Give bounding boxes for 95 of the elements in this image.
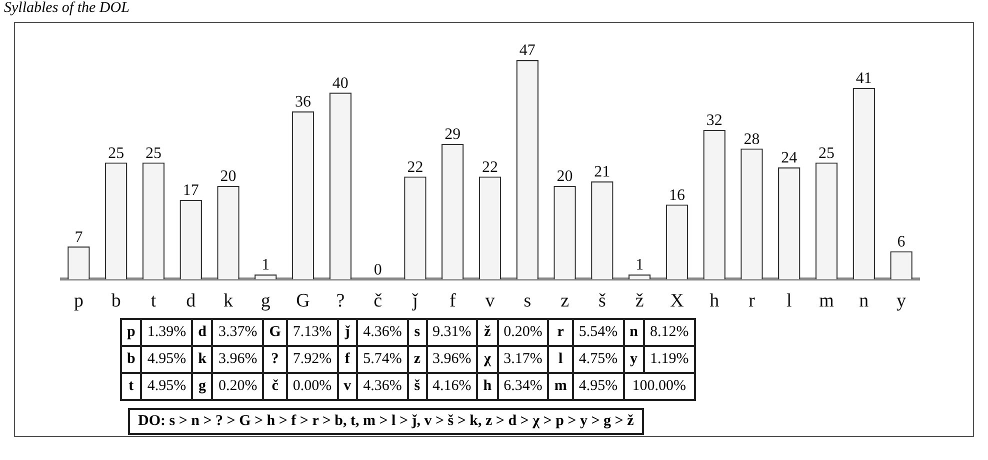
text: 0.00% (286, 373, 338, 400)
text: 8.12% (644, 319, 695, 346)
x-tick-label: z (560, 290, 569, 312)
text: 4.16% (426, 373, 478, 400)
x-tick-label: h (710, 290, 720, 312)
text: ž (477, 319, 498, 346)
x-tick-label: f (449, 290, 456, 312)
x-tick-label: p (74, 290, 84, 312)
text: 4.95% (141, 373, 192, 400)
x-tick-label: G (296, 290, 310, 312)
text: 3.96% (426, 346, 478, 373)
x-tick-label: s (524, 290, 532, 312)
data-label: 1 (262, 256, 270, 274)
data-label: 16 (668, 186, 685, 204)
text: 5.54% (572, 319, 624, 346)
x-tick-label: X (670, 290, 684, 312)
data-label: 25 (818, 144, 835, 162)
data-label: 22 (482, 158, 498, 176)
data-label: 20 (556, 168, 573, 186)
data-label: 41 (856, 70, 872, 88)
text: h (477, 373, 498, 400)
text: 6.34% (498, 373, 548, 400)
text: m (548, 373, 573, 400)
x-tick-label: y (896, 290, 907, 312)
data-label: 32 (706, 112, 722, 130)
text: 4.36% (357, 319, 408, 346)
text: s (408, 319, 427, 346)
text: 4.75% (572, 346, 624, 373)
text: 1.39% (141, 319, 192, 346)
text: 4.95% (141, 346, 192, 373)
text: 1.19% (644, 346, 695, 373)
text: G (263, 319, 287, 346)
text: 4.36% (357, 373, 408, 400)
text: f (338, 346, 358, 373)
x-tick-label: v (485, 290, 496, 312)
text: p (121, 319, 142, 346)
x-tick-label: l (786, 290, 792, 312)
x-tick-label: g (260, 290, 271, 312)
text: š (408, 373, 427, 400)
text: t (121, 373, 142, 400)
text: 3.96% (212, 346, 264, 373)
text: d (192, 319, 212, 346)
data-label: 47 (519, 42, 536, 60)
text: z (408, 346, 427, 373)
data-label: 24 (781, 149, 798, 166)
text: χ (477, 346, 498, 373)
data-label: 29 (444, 126, 461, 144)
text: č (263, 373, 287, 400)
text: 5.74% (357, 346, 408, 373)
text: 100.00% (624, 373, 695, 400)
data-label: 1 (636, 256, 644, 274)
x-tick-label: š (598, 290, 606, 312)
x-tick-label: n (859, 290, 870, 312)
text: 7.92% (286, 346, 338, 373)
x-tick-label: ž (635, 290, 644, 312)
text: 3.17% (498, 346, 548, 373)
x-tick-label: k (224, 290, 234, 312)
data-label: 7 (74, 228, 83, 246)
data-label: 28 (744, 130, 760, 148)
data-label: 21 (594, 163, 610, 180)
text: r (548, 319, 573, 346)
text: b (121, 346, 142, 373)
text: 3.37% (212, 319, 264, 346)
data-label: 22 (407, 158, 424, 176)
data-label: 0 (374, 261, 382, 278)
data-label: 25 (108, 144, 124, 162)
text: g (192, 373, 212, 400)
data-label: 40 (332, 74, 348, 92)
data-label: 20 (220, 168, 236, 186)
text: ǰ (338, 319, 358, 346)
text: v (338, 373, 358, 400)
text: 0.20% (212, 373, 264, 400)
text: l (548, 346, 573, 373)
text: y (624, 346, 644, 373)
data-label: 36 (295, 94, 312, 110)
text: 4.95% (572, 373, 624, 400)
x-tick-label: m (819, 290, 834, 312)
text: n (624, 319, 644, 346)
text: k (192, 346, 212, 373)
x-tick-label: b (111, 290, 121, 312)
x-tick-label: t (150, 290, 157, 312)
data-label: 25 (145, 144, 162, 162)
text: 0.20% (498, 319, 548, 346)
text: ? (263, 346, 287, 373)
data-label: 6 (897, 233, 906, 250)
x-tick-label: č (374, 290, 382, 312)
x-tick-label: ? (336, 290, 345, 312)
x-tick-label: d (186, 290, 196, 312)
text: 9.31% (426, 319, 478, 346)
x-tick-label: r (748, 290, 756, 312)
x-tick-label: ǰ (412, 290, 419, 312)
text: 7.13% (286, 319, 338, 346)
data-label: 17 (182, 182, 199, 200)
text: DO: s > n > ? > G > h > f > r > b, t, m > l > ǰ, v > š > k, z > d > χ > p > y > g > ž (128, 408, 644, 435)
chart-title: Syllables of the DOL (4, 0, 130, 17)
